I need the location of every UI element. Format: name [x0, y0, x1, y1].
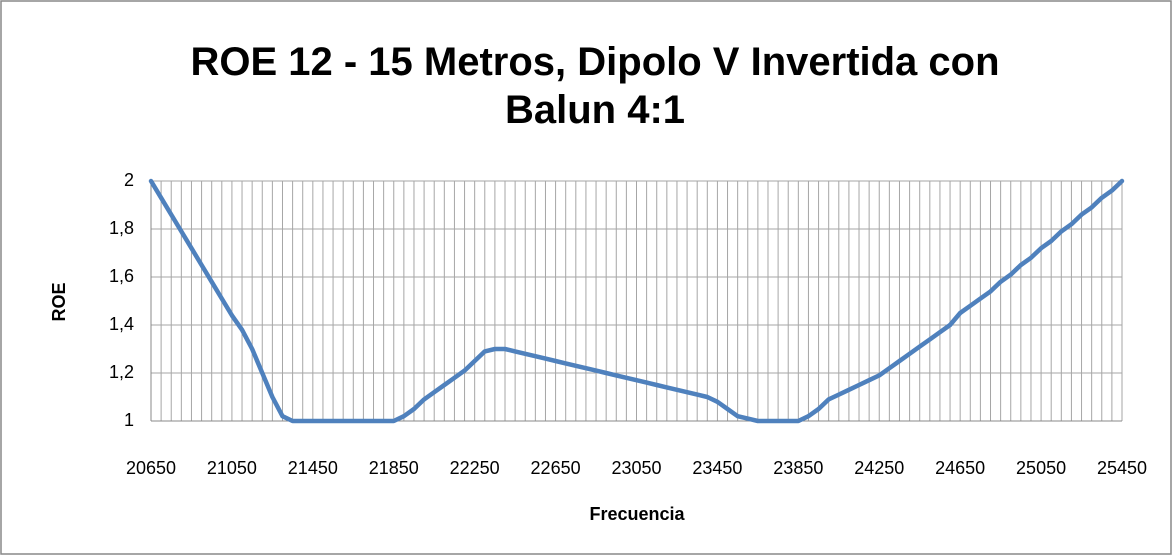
x-tick-label: 23050 — [611, 458, 661, 478]
y-tick-label: 1,4 — [109, 314, 134, 334]
x-axis-label: Frecuencia — [589, 504, 685, 524]
x-tick-label: 22250 — [450, 458, 500, 478]
x-tick-label: 21050 — [207, 458, 257, 478]
x-tick-label: 23850 — [773, 458, 823, 478]
x-tick-label: 23450 — [692, 458, 742, 478]
x-tick-label: 24250 — [854, 458, 904, 478]
y-tick-label: 1,6 — [109, 266, 134, 286]
data-line — [148, 178, 1125, 424]
x-tick-label: 21450 — [288, 458, 338, 478]
x-tick-label: 24650 — [935, 458, 985, 478]
y-axis-label: ROE — [49, 282, 69, 321]
x-tick-label: 25050 — [1016, 458, 1066, 478]
chart-title: ROE 12 - 15 Metros, Dipolo V Invertida c… — [190, 40, 1000, 132]
y-tick-label: 1,8 — [109, 218, 134, 238]
x-tick-label: 21850 — [369, 458, 419, 478]
y-tick-label: 1,2 — [109, 362, 134, 382]
y-tick-label: 1 — [124, 410, 134, 430]
x-tick-label: 25450 — [1097, 458, 1147, 478]
x-tick-label: 22650 — [531, 458, 581, 478]
y-tick-label: 2 — [124, 170, 134, 190]
x-tick-label: 20650 — [126, 458, 176, 478]
